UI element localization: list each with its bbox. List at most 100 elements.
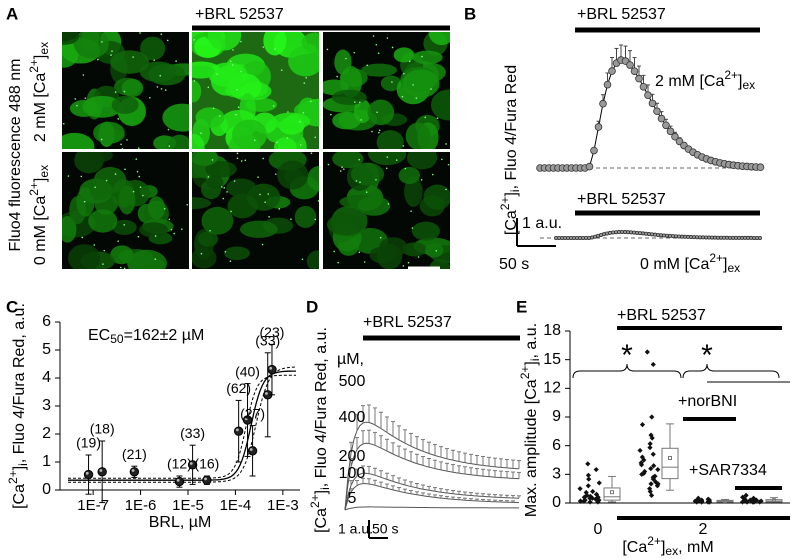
data-point xyxy=(651,463,657,469)
cell xyxy=(162,103,189,132)
speck xyxy=(412,84,414,86)
speck xyxy=(119,266,122,269)
speck xyxy=(286,137,289,139)
speck xyxy=(212,107,215,110)
data-point xyxy=(596,497,602,503)
speck xyxy=(341,166,343,169)
micrograph xyxy=(62,152,189,269)
cell xyxy=(393,47,415,63)
cell xyxy=(112,219,137,235)
data-point xyxy=(650,451,656,457)
speck xyxy=(240,40,242,43)
speck xyxy=(431,173,434,176)
speck xyxy=(200,252,203,255)
significance-mark: * xyxy=(701,339,713,372)
speck xyxy=(236,88,238,91)
speck xyxy=(240,70,242,73)
data-point xyxy=(644,349,650,355)
speck xyxy=(314,218,317,221)
data-point xyxy=(97,467,107,477)
cell xyxy=(406,152,438,170)
trace-point xyxy=(599,99,607,108)
data-point xyxy=(650,474,656,480)
data-point xyxy=(647,444,653,451)
data-point xyxy=(637,447,643,454)
speck xyxy=(163,207,166,210)
y-tick-label: 0 xyxy=(552,494,561,511)
point-highlight xyxy=(204,477,207,481)
x-tick-label: 2 xyxy=(699,521,708,538)
speck xyxy=(142,194,144,197)
significance-mark: * xyxy=(621,339,633,372)
speck xyxy=(80,175,83,178)
speck xyxy=(253,139,256,142)
x-tick-label: 1E-3 xyxy=(267,497,299,514)
cell xyxy=(288,45,319,77)
text-part: i xyxy=(318,487,332,490)
text-part: ] xyxy=(661,539,665,556)
data-point xyxy=(589,495,595,501)
speck xyxy=(139,32,141,34)
cell xyxy=(207,32,242,51)
cell xyxy=(111,95,139,114)
cell xyxy=(139,222,168,238)
speck xyxy=(336,75,339,78)
data-point xyxy=(693,498,700,504)
speck xyxy=(123,90,126,93)
speck xyxy=(94,186,96,189)
panel-label: A xyxy=(6,4,18,23)
speck xyxy=(74,98,77,100)
speck xyxy=(395,159,398,161)
speck xyxy=(327,163,330,166)
text-part: ] xyxy=(738,73,742,90)
cell xyxy=(425,243,444,258)
data-point xyxy=(581,494,587,500)
speck xyxy=(232,49,234,51)
trace-point xyxy=(603,80,612,89)
data-point xyxy=(758,498,764,504)
data-point xyxy=(699,498,705,504)
speck xyxy=(67,175,70,177)
y-tick-label: 15 xyxy=(543,351,561,368)
speck xyxy=(305,77,307,79)
speck xyxy=(404,167,407,170)
speck xyxy=(358,158,361,161)
cell xyxy=(147,196,166,220)
speck xyxy=(445,143,447,145)
cell xyxy=(210,66,243,96)
speck xyxy=(299,144,302,146)
text-part: i xyxy=(528,358,542,361)
data-point xyxy=(743,498,749,504)
speck xyxy=(137,235,140,238)
trace-point xyxy=(630,67,639,75)
trace-point xyxy=(653,107,661,116)
speck xyxy=(168,145,171,147)
speck xyxy=(410,210,412,212)
point-highlight xyxy=(244,417,248,421)
speck xyxy=(363,261,366,263)
speck xyxy=(278,208,281,210)
trace-point xyxy=(626,61,634,69)
text-part: 0 mM [Ca xyxy=(32,196,49,265)
data-point xyxy=(587,499,593,505)
text-part: , mM xyxy=(678,539,714,556)
x-tick-label: 1E-5 xyxy=(172,497,204,514)
speck xyxy=(117,240,119,242)
trace-point xyxy=(758,235,763,240)
speck xyxy=(345,57,347,60)
text-part: 2+ xyxy=(308,494,322,508)
text-part: 2+ xyxy=(498,197,512,211)
speck xyxy=(359,181,361,184)
speck xyxy=(354,101,356,103)
speck xyxy=(379,236,382,239)
data-point xyxy=(638,462,645,468)
speck xyxy=(240,160,243,162)
treatment-label: +BRL 52537 xyxy=(577,6,666,23)
row-label: 2 mM [Ca2+]ex xyxy=(27,42,51,142)
row-label: 0 mM [Ca2+]ex xyxy=(27,165,51,265)
trace xyxy=(344,442,520,511)
speck xyxy=(402,145,405,147)
speck xyxy=(326,48,329,51)
speck xyxy=(301,258,304,261)
